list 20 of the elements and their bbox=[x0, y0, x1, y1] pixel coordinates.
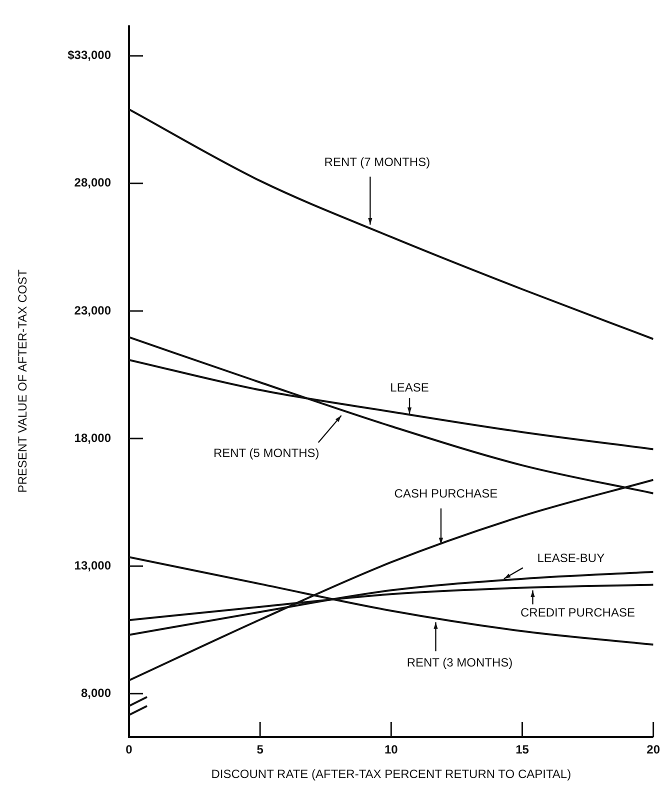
y-tick-label: 28,000 bbox=[74, 176, 112, 190]
annotation: CREDIT PURCHASE bbox=[520, 606, 635, 620]
x-tick-label: 0 bbox=[126, 742, 133, 757]
y-tick-label: 23,000 bbox=[74, 303, 112, 318]
annotation: LEASE bbox=[390, 380, 429, 394]
annotation: CASH PURCHASE bbox=[394, 486, 498, 501]
x-tick-label: 10 bbox=[384, 742, 398, 757]
x-tick-label: 20 bbox=[646, 742, 660, 757]
y-tick-label: $33,000 bbox=[68, 48, 112, 62]
x-tick-label: 15 bbox=[516, 742, 530, 757]
annotation: RENT (3 MONTHS) bbox=[406, 656, 513, 670]
y-tick-label: 13,000 bbox=[74, 558, 112, 572]
y-tick-label: 18,000 bbox=[74, 430, 112, 445]
annotation: LEASE-BUY bbox=[537, 551, 605, 566]
x-tick-label: 5 bbox=[256, 742, 264, 757]
y-axis-title: PRESENT VALUE OF AFTER-TAX COST bbox=[16, 268, 30, 493]
x-axis-title: DISCOUNT RATE (AFTER-TAX PERCENT RETURN TO CAPITAL) bbox=[211, 767, 572, 782]
annotation: RENT (7 MONTHS) bbox=[324, 155, 430, 170]
annotation: RENT (5 MONTHS) bbox=[213, 446, 320, 460]
y-tick-label: 8,000 bbox=[80, 686, 112, 700]
